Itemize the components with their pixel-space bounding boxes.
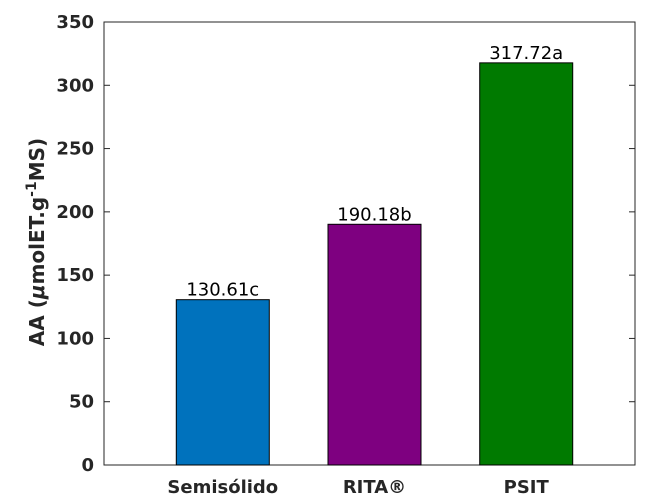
y-tick-label: 50 xyxy=(69,392,94,413)
category-label: PSIT xyxy=(504,477,550,494)
y-tick-label: 200 xyxy=(56,202,94,223)
bars xyxy=(175,62,574,466)
bar-3 xyxy=(479,62,574,466)
y-tick-label: 100 xyxy=(56,328,94,349)
data-label: 317.72a xyxy=(489,43,563,64)
data-label: 130.61c xyxy=(186,280,259,301)
data-label: 190.18b xyxy=(337,204,411,225)
y-tick-label: 250 xyxy=(56,139,94,160)
category-label: RITA® xyxy=(343,477,406,494)
data-labels: 130.61c 190.18b 317.72a xyxy=(186,43,563,301)
y-tick-label: 350 xyxy=(56,12,94,33)
bar-2 xyxy=(327,223,422,466)
category-label: Semisólido xyxy=(167,477,278,494)
y-axis-ticks: 0 50 100 150 200 250 300 350 xyxy=(56,12,635,476)
y-axis-label: AA (μmolET.g-1MS) xyxy=(24,138,49,346)
category-labels: Semisólido RITA® PSIT xyxy=(167,477,549,494)
bar-1 xyxy=(175,299,270,466)
y-tick-label: 150 xyxy=(56,265,94,286)
y-tick-label: 0 xyxy=(81,455,94,476)
y-tick-label: 300 xyxy=(56,75,94,96)
